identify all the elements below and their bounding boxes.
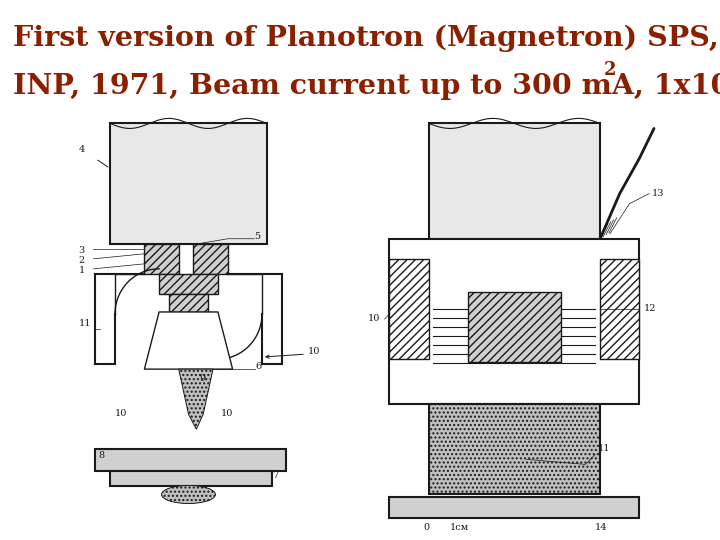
Text: 5: 5 [254,232,261,241]
Bar [390,497,639,517]
Bar [600,259,639,359]
Polygon shape [145,312,233,369]
Text: 10: 10 [221,409,233,418]
Text: INP, 1971, Beam current up to 300 mA, 1x10mm: INP, 1971, Beam current up to 300 mA, 1x… [13,73,720,100]
Text: 10: 10 [308,347,320,356]
Bar [390,239,639,404]
Text: 10: 10 [115,409,127,418]
Text: 14: 14 [595,523,608,531]
Text: 9: 9 [199,374,205,383]
Text: 7: 7 [271,471,278,481]
Bar [169,294,208,312]
Text: 13: 13 [652,188,665,198]
Text: 6: 6 [255,362,261,371]
Polygon shape [179,369,213,429]
Bar [428,404,600,495]
Bar [110,124,267,244]
Text: First version of Planotron (Magnetron) SPS,: First version of Planotron (Magnetron) S… [13,24,719,52]
Text: 11: 11 [598,444,611,454]
Text: 2: 2 [78,256,85,265]
Bar [468,292,561,362]
Bar [194,244,228,274]
Text: 12: 12 [644,304,657,313]
Bar [95,449,287,471]
Text: 1: 1 [78,266,85,275]
Bar [145,244,179,274]
Text: 11: 11 [78,319,91,328]
Ellipse shape [161,485,215,503]
Bar [390,259,428,359]
Text: 10: 10 [368,314,380,323]
Text: 4: 4 [78,145,85,154]
Bar [159,274,218,294]
Text: 0: 0 [423,523,430,531]
Text: 8: 8 [99,451,104,461]
Text: 2: 2 [603,61,616,79]
Text: 1cм: 1cм [450,523,469,531]
Bar [110,471,271,487]
Bar [428,124,600,239]
Text: 3: 3 [78,246,85,255]
